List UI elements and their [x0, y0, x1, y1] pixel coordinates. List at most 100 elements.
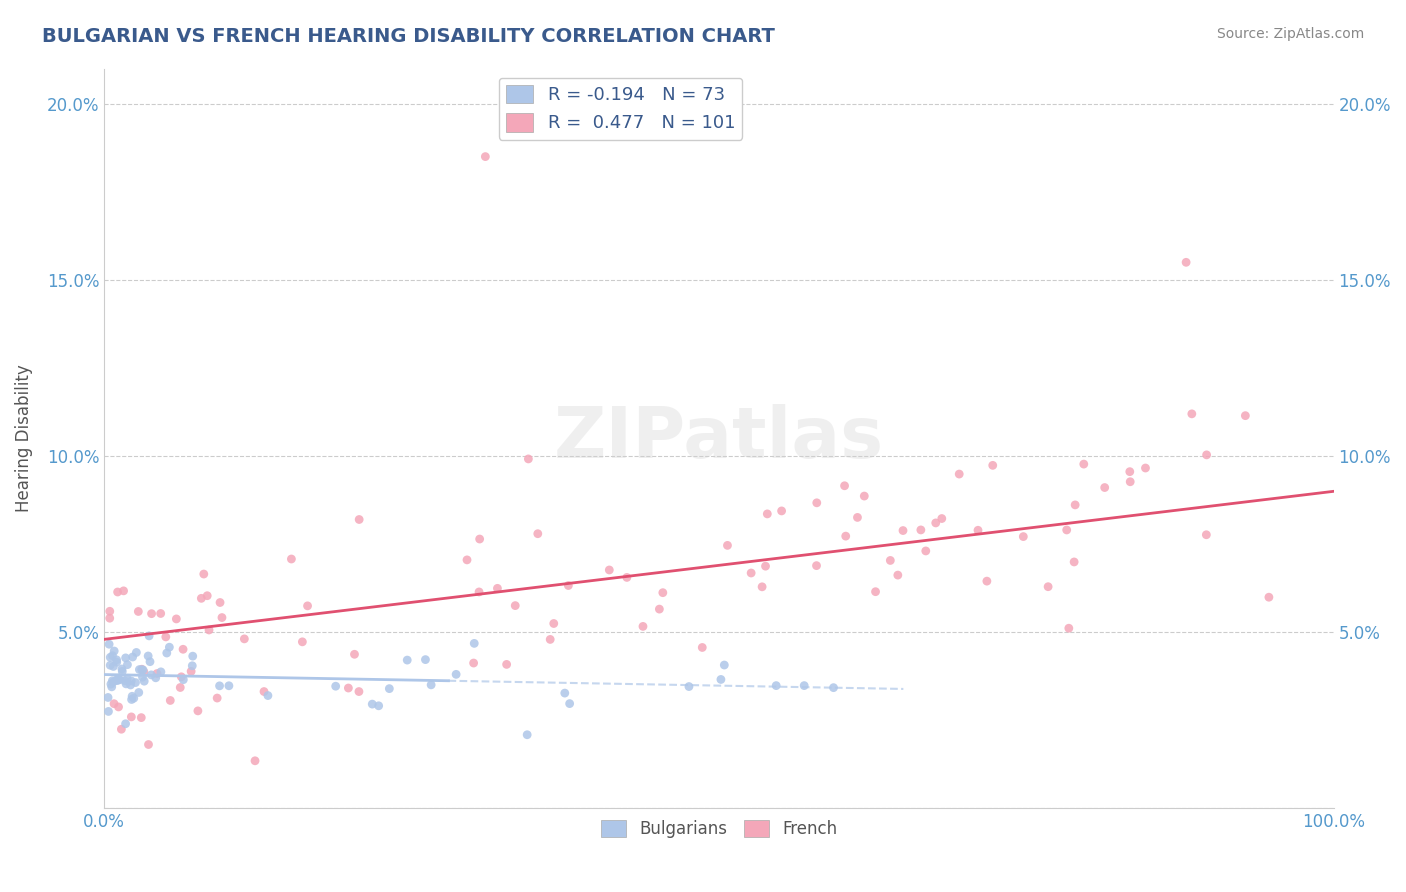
Point	[172, 673, 194, 687]
Point	[187, 704, 209, 718]
Point	[503, 599, 526, 613]
Point	[468, 585, 491, 599]
Point	[122, 691, 145, 706]
Point	[1063, 555, 1085, 569]
Point	[914, 544, 936, 558]
Point	[1181, 407, 1204, 421]
Point	[107, 700, 129, 714]
Point	[159, 693, 181, 707]
Point	[456, 553, 478, 567]
Point	[120, 710, 142, 724]
Point	[145, 671, 167, 685]
Point	[337, 681, 360, 695]
Point	[141, 668, 163, 682]
Point	[740, 566, 762, 580]
Point	[396, 653, 419, 667]
Point	[115, 677, 138, 691]
Point	[378, 681, 401, 696]
Legend: Bulgarians, French: Bulgarians, French	[595, 813, 844, 845]
Point	[558, 697, 581, 711]
Point	[125, 645, 148, 659]
Point	[103, 697, 125, 711]
Point	[128, 685, 150, 699]
Point	[557, 578, 579, 592]
Point	[98, 650, 121, 665]
Point	[474, 150, 496, 164]
Point	[127, 605, 149, 619]
Point	[948, 467, 970, 481]
Point	[165, 612, 187, 626]
Point	[146, 666, 169, 681]
Point	[218, 679, 240, 693]
Point	[887, 568, 910, 582]
Point	[181, 658, 204, 673]
Point	[325, 679, 347, 693]
Point	[853, 489, 876, 503]
Point	[834, 479, 856, 493]
Point	[233, 632, 256, 646]
Point	[835, 529, 858, 543]
Point	[101, 673, 124, 688]
Point	[105, 673, 128, 687]
Point	[101, 648, 124, 663]
Point	[468, 532, 491, 546]
Point	[291, 635, 314, 649]
Point	[1195, 448, 1218, 462]
Point	[103, 644, 125, 658]
Point	[793, 679, 815, 693]
Point	[526, 526, 548, 541]
Point	[806, 558, 828, 573]
Point	[112, 583, 135, 598]
Point	[631, 619, 654, 633]
Point	[1036, 580, 1059, 594]
Point	[121, 690, 143, 704]
Point	[120, 673, 142, 688]
Point	[111, 662, 134, 676]
Point	[136, 648, 159, 663]
Point	[616, 570, 638, 584]
Point	[157, 640, 180, 655]
Point	[131, 662, 153, 676]
Point	[97, 690, 120, 705]
Point	[110, 723, 132, 737]
Point	[678, 680, 700, 694]
Point	[420, 678, 443, 692]
Point	[444, 667, 467, 681]
Point	[538, 632, 561, 647]
Point	[180, 665, 202, 679]
Point	[690, 640, 713, 655]
Point	[257, 689, 280, 703]
Point	[765, 679, 787, 693]
Point	[297, 599, 319, 613]
Point	[114, 673, 136, 688]
Point	[716, 538, 738, 552]
Point	[415, 652, 437, 666]
Point	[243, 754, 266, 768]
Point	[134, 674, 156, 689]
Point	[103, 674, 125, 689]
Point	[105, 653, 128, 667]
Point	[806, 496, 828, 510]
Point	[169, 681, 191, 695]
Point	[280, 552, 302, 566]
Point	[1135, 461, 1157, 475]
Point	[114, 716, 136, 731]
Point	[170, 670, 193, 684]
Point	[347, 684, 370, 698]
Point	[967, 523, 990, 537]
Point	[1073, 457, 1095, 471]
Point	[107, 673, 129, 687]
Point	[770, 504, 793, 518]
Point	[155, 630, 177, 644]
Point	[141, 607, 163, 621]
Point	[598, 563, 620, 577]
Point	[463, 636, 485, 650]
Point	[195, 589, 218, 603]
Point	[879, 553, 901, 567]
Point	[209, 595, 232, 609]
Point	[117, 657, 139, 672]
Point	[100, 677, 122, 691]
Point	[108, 673, 131, 687]
Point	[138, 738, 160, 752]
Point	[105, 655, 128, 669]
